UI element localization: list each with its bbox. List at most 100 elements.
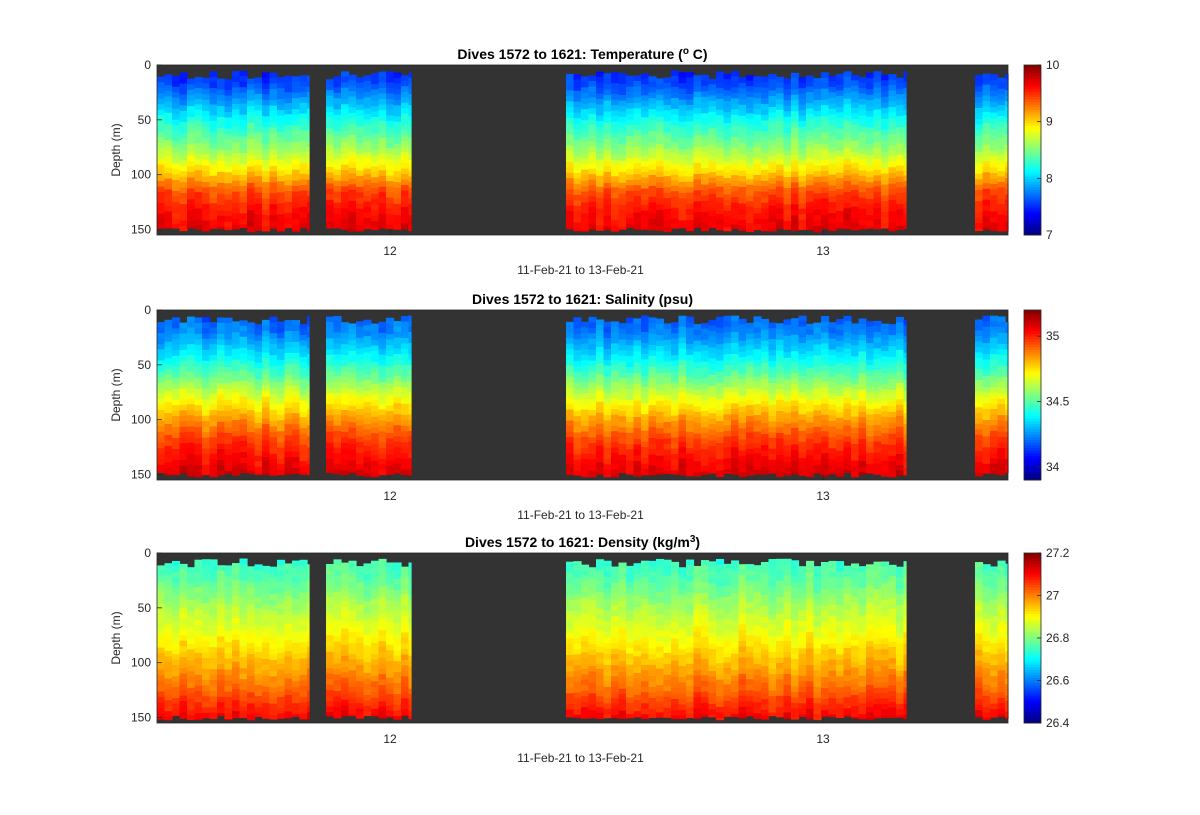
heatmap-cell bbox=[247, 465, 256, 472]
heatmap-cell bbox=[997, 192, 1006, 199]
heatmap-cell bbox=[903, 424, 907, 431]
heatmap-cell bbox=[866, 354, 875, 361]
heatmap-cell bbox=[596, 357, 605, 364]
heatmap-cell bbox=[378, 203, 387, 210]
heatmap-cell bbox=[596, 82, 605, 89]
heatmap-cell bbox=[164, 178, 173, 185]
heatmap-cell bbox=[164, 385, 173, 392]
colorbar-segment bbox=[1024, 389, 1041, 393]
heatmap-cell bbox=[975, 335, 984, 343]
heatmap-cell bbox=[975, 118, 984, 126]
heatmap-cell bbox=[768, 156, 777, 163]
heatmap-cell bbox=[356, 170, 365, 177]
colorbar-segment bbox=[1024, 221, 1041, 225]
heatmap-cell bbox=[247, 382, 256, 389]
heatmap-cell bbox=[990, 381, 999, 388]
heatmap-cell bbox=[588, 102, 597, 109]
heatmap-cell bbox=[348, 416, 357, 423]
colorbar-segment bbox=[1024, 187, 1041, 191]
heatmap-cell bbox=[723, 177, 732, 185]
heatmap-cell bbox=[408, 430, 412, 437]
heatmap-cell bbox=[813, 333, 822, 340]
heatmap-cell bbox=[858, 219, 867, 226]
heatmap-cell bbox=[292, 87, 301, 94]
heatmap-cell bbox=[798, 153, 807, 161]
heatmap-cell bbox=[693, 368, 702, 375]
heatmap-cell bbox=[982, 414, 991, 421]
heatmap-cell bbox=[277, 115, 286, 122]
heatmap-cell bbox=[997, 431, 1006, 438]
heatmap-cell bbox=[701, 129, 710, 136]
heatmap-cell bbox=[708, 117, 717, 124]
heatmap-cell bbox=[262, 149, 271, 156]
heatmap-cell bbox=[393, 441, 402, 448]
heatmap-cell bbox=[701, 179, 710, 186]
heatmap-cell bbox=[768, 421, 777, 428]
heatmap-cell bbox=[873, 419, 882, 426]
heatmap-cell bbox=[386, 224, 395, 230]
colorbar-segment bbox=[1024, 216, 1041, 220]
heatmap-cell bbox=[341, 224, 350, 230]
heatmap-cell bbox=[284, 125, 293, 132]
heatmap-cell bbox=[888, 200, 897, 207]
heatmap-cell bbox=[723, 397, 732, 405]
heatmap-cell bbox=[269, 89, 278, 96]
heatmap-cell bbox=[179, 388, 188, 395]
heatmap-cell bbox=[761, 169, 770, 176]
heatmap-cell bbox=[656, 357, 665, 364]
heatmap-cell bbox=[648, 322, 657, 329]
heatmap-cell bbox=[648, 416, 657, 423]
heatmap-cell bbox=[975, 190, 984, 197]
heatmap-cell bbox=[723, 79, 732, 86]
heatmap-cell bbox=[232, 425, 241, 432]
heatmap-cell bbox=[202, 127, 211, 134]
heatmap-cell bbox=[746, 135, 755, 142]
heatmap-cell bbox=[202, 333, 211, 340]
heatmap-cell bbox=[888, 227, 897, 232]
heatmap-cell bbox=[179, 209, 188, 216]
heatmap-cell bbox=[656, 400, 665, 407]
heatmap-cell bbox=[791, 72, 800, 79]
heatmap-cell bbox=[292, 330, 301, 338]
heatmap-cell bbox=[172, 448, 181, 456]
heatmap-cell bbox=[975, 407, 984, 414]
heatmap-cell bbox=[408, 83, 412, 90]
heatmap-cell bbox=[716, 197, 725, 204]
heatmap-cell bbox=[982, 95, 991, 102]
heatmap-cell bbox=[828, 442, 837, 449]
heatmap-cell bbox=[378, 181, 387, 188]
heatmap-cell bbox=[686, 88, 695, 95]
heatmap-cell bbox=[716, 219, 725, 226]
heatmap-cell bbox=[828, 398, 837, 406]
heatmap-cell bbox=[307, 218, 310, 225]
heatmap-cell bbox=[903, 319, 907, 326]
heatmap-cell bbox=[202, 154, 211, 161]
heatmap-cell bbox=[356, 214, 365, 221]
heatmap-cell bbox=[326, 453, 335, 460]
heatmap-cell bbox=[277, 359, 286, 367]
heatmap-cell bbox=[299, 345, 308, 353]
heatmap-cell bbox=[858, 455, 867, 462]
heatmap-cell bbox=[753, 152, 762, 160]
heatmap-cell bbox=[202, 437, 211, 444]
heatmap-cell bbox=[881, 162, 890, 169]
heatmap-cell bbox=[378, 88, 387, 95]
heatmap-cell bbox=[997, 209, 1006, 216]
heatmap-cell bbox=[341, 360, 350, 367]
heatmap-cell bbox=[277, 321, 286, 328]
heatmap-cell bbox=[603, 117, 612, 124]
heatmap-cell bbox=[678, 198, 687, 205]
heatmap-cell bbox=[975, 401, 984, 408]
heatmap-cell bbox=[307, 348, 310, 355]
heatmap-cell bbox=[401, 102, 410, 109]
heatmap-cell bbox=[164, 85, 173, 92]
heatmap-cell bbox=[573, 107, 582, 114]
heatmap-cell bbox=[633, 340, 642, 347]
heatmap-cell bbox=[806, 81, 815, 88]
heatmap-cell bbox=[232, 409, 241, 416]
heatmap-cell bbox=[641, 397, 650, 404]
heatmap-cell bbox=[194, 225, 203, 230]
heatmap-cell bbox=[348, 405, 357, 412]
colorbar-segment bbox=[1024, 173, 1041, 177]
heatmap-cell bbox=[828, 377, 837, 384]
